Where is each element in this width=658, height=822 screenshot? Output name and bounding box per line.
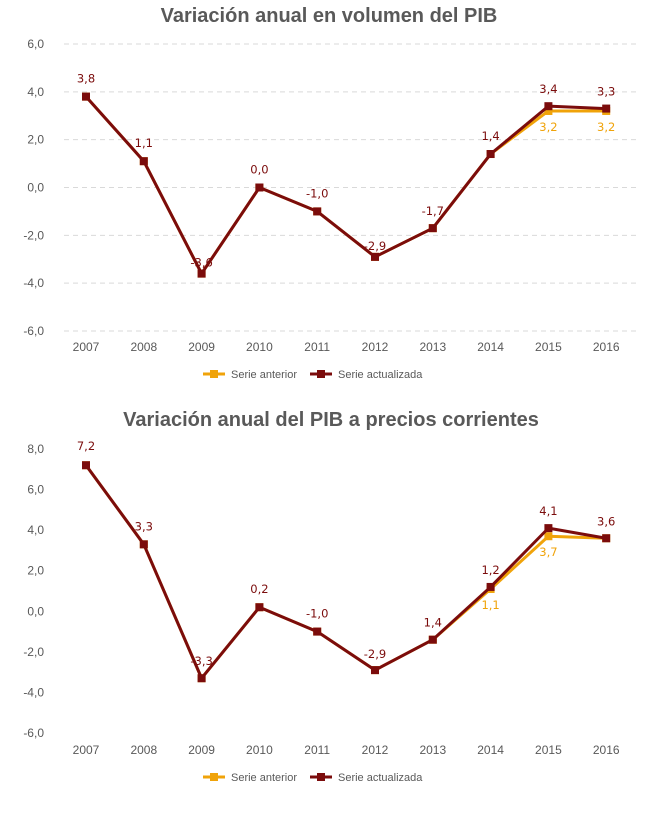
data-label: 1,4: [481, 129, 499, 143]
x-tick-label: 2012: [362, 340, 389, 354]
x-tick-label: 2015: [535, 340, 562, 354]
y-tick-label: -6,0: [23, 726, 44, 740]
y-tick-label: 8,0: [27, 442, 44, 456]
x-tick-label: 2007: [73, 743, 100, 757]
x-tick-label: 2014: [477, 743, 504, 757]
x-tick-label: 2010: [246, 340, 273, 354]
data-point: [486, 582, 495, 591]
x-tick-label: 2008: [130, 340, 157, 354]
legend-marker: [317, 773, 325, 781]
y-tick-label: 2,0: [27, 133, 44, 147]
data-label: 3,2: [539, 120, 557, 134]
chart-2: Variación anual del PIB a precios corrie…: [23, 409, 620, 784]
data-point: [544, 524, 553, 533]
data-point: [82, 92, 90, 101]
data-label: -1,0: [306, 607, 328, 621]
data-point: [255, 603, 264, 612]
data-point: [486, 150, 495, 159]
data-label: -3,3: [190, 654, 212, 668]
x-tick-label: 2015: [535, 743, 562, 757]
data-point: [197, 674, 206, 683]
legend-label: Serie anterior: [231, 772, 297, 784]
data-label: 1,1: [135, 136, 153, 150]
x-tick-label: 2008: [130, 743, 157, 757]
data-point: [139, 540, 148, 549]
x-tick-label: 2013: [419, 743, 446, 757]
series-line-serie-actualizada: [84, 95, 607, 276]
y-tick-label: 2,0: [27, 564, 44, 578]
legend-marker: [210, 370, 218, 378]
y-tick-label: -2,0: [23, 645, 44, 659]
x-tick-label: 2009: [188, 340, 215, 354]
x-tick-label: 2009: [188, 743, 215, 757]
data-point: [428, 224, 437, 233]
data-label: 3,8: [77, 72, 95, 86]
x-tick-label: 2016: [593, 340, 620, 354]
chart-title: Variación anual en volumen del PIB: [161, 5, 498, 27]
data-point: [544, 102, 553, 111]
data-label: 1,2: [481, 563, 499, 577]
legend-marker: [210, 773, 218, 781]
data-label: 1,4: [424, 616, 442, 630]
legend-label: Serie actualizada: [338, 369, 423, 381]
x-tick-label: 2007: [73, 340, 100, 354]
y-tick-label: 6,0: [27, 37, 44, 51]
series-line-serie-anterior: [84, 464, 607, 680]
data-point: [602, 104, 611, 113]
y-tick-label: 4,0: [27, 85, 44, 99]
legend: Serie anterior Serie actualizada: [203, 369, 423, 381]
x-tick-label: 2011: [304, 743, 330, 757]
x-tick-label: 2011: [304, 340, 330, 354]
data-label: 7,2: [77, 439, 95, 453]
data-label: 0,2: [250, 582, 268, 596]
legend: Serie anterior Serie actualizada: [203, 772, 423, 784]
data-label: -2,9: [364, 239, 386, 253]
data-point: [313, 627, 322, 636]
x-tick-label: 2016: [593, 743, 620, 757]
data-label: 3,7: [539, 545, 557, 559]
data-label: 0,0: [250, 163, 268, 177]
data-label: 4,1: [539, 504, 557, 518]
data-label: -1,7: [422, 204, 444, 218]
y-tick-label: 0,0: [27, 604, 44, 618]
x-tick-label: 2012: [362, 743, 389, 757]
series-line-serie-actualizada: [84, 464, 607, 680]
data-point: [428, 635, 437, 644]
x-tick-label: 2013: [419, 340, 446, 354]
data-point: [313, 207, 322, 216]
data-label: 3,2: [597, 120, 615, 134]
y-tick-label: -4,0: [23, 276, 44, 290]
data-label: -3,6: [190, 256, 212, 270]
y-tick-label: 4,0: [27, 523, 44, 537]
data-point: [255, 183, 264, 192]
legend-marker: [317, 370, 325, 378]
legend-label: Serie actualizada: [338, 772, 423, 784]
y-tick-label: -6,0: [23, 324, 44, 338]
data-label: 3,4: [539, 82, 557, 96]
data-point: [371, 252, 379, 261]
y-tick-label: -4,0: [23, 685, 44, 699]
data-label: 1,1: [481, 598, 499, 612]
y-tick-label: 0,0: [27, 181, 44, 195]
y-tick-label: 6,0: [27, 483, 44, 497]
chart-1: Variación anual en volumen del PIB 6,0 4,0…: [23, 5, 640, 381]
x-tick-label: 2010: [246, 743, 273, 757]
data-point: [82, 461, 90, 470]
data-point: [139, 157, 148, 166]
data-point: [544, 532, 553, 541]
legend-label: Serie anterior: [231, 369, 297, 381]
x-tick-label: 2014: [477, 340, 504, 354]
data-label: -2,9: [364, 647, 386, 661]
data-point: [371, 666, 379, 675]
data-label: 3,6: [597, 514, 615, 528]
data-label: 3,3: [135, 519, 153, 533]
data-label: -1,0: [306, 186, 328, 200]
data-point: [544, 106, 553, 115]
data-label: 3,3: [597, 85, 615, 99]
data-point: [602, 534, 611, 543]
data-point: [197, 269, 206, 278]
chart-title: Variación anual del PIB a precios corrie…: [123, 409, 539, 431]
y-tick-label: -2,0: [23, 228, 44, 242]
